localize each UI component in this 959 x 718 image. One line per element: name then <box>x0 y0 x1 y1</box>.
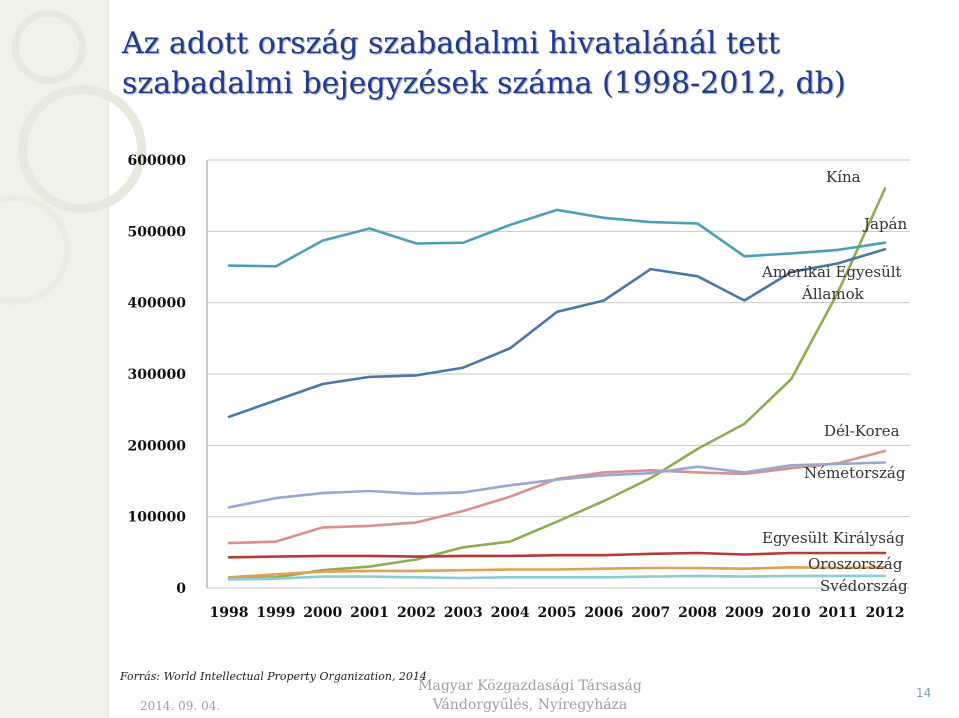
y-tick-label: 400000 <box>128 296 187 312</box>
x-tick-label: 2007 <box>631 605 670 621</box>
chart-series-labels: Kína Japán Amerikai Egyesült Államok Dél-Kor… <box>761 168 908 595</box>
series-label: Oroszország <box>808 555 903 573</box>
slide-title: Az adott ország szabadalmi hivatalánál t… <box>122 24 942 104</box>
x-tick-label: 2005 <box>538 605 577 621</box>
series-line <box>227 565 887 579</box>
y-tick-label: 500000 <box>128 224 187 240</box>
x-tick-label: 2000 <box>303 605 342 621</box>
chart-gridlines <box>207 159 910 589</box>
source-note: Forrás: World Intellectual Property Orga… <box>120 670 427 683</box>
society-name: Magyar Közgazdasági Társaság <box>418 678 642 694</box>
x-tick-label: 1998 <box>210 605 249 621</box>
x-tick-label: 2002 <box>397 605 436 621</box>
y-tick-label: 300000 <box>128 367 187 383</box>
series-label: Egyesült Királyság <box>762 529 905 547</box>
slide-title-line: szabadalmi bejegyzések száma (1998-2012,… <box>122 66 846 101</box>
event-name: Vándorgyűlés, Nyíregyháza <box>432 697 628 713</box>
chart-series <box>227 187 887 581</box>
series-line <box>227 461 887 509</box>
series-line <box>227 208 887 268</box>
page-number: 14 <box>916 686 932 700</box>
series-label: Dél-Korea <box>824 422 900 440</box>
series-label: Japán <box>862 215 908 233</box>
x-tick-label: 2004 <box>491 605 530 621</box>
x-axis: 1998 1999 2000 2001 2002 2003 2004 2005 2006 2007… <box>210 605 905 621</box>
x-tick-label: 2008 <box>678 605 717 621</box>
x-tick-label: 2003 <box>444 605 483 621</box>
series-line <box>227 247 887 419</box>
y-axis: 0 100000 200000 300000 400000 500000 600000 <box>128 153 208 597</box>
slide-title-line: Az adott ország szabadalmi hivatalánál t… <box>122 26 780 61</box>
x-tick-label: 2006 <box>584 605 623 621</box>
series-line <box>227 574 887 581</box>
x-tick-label: 2011 <box>819 605 858 621</box>
y-tick-label: 100000 <box>128 510 187 526</box>
series-line <box>227 551 887 559</box>
x-tick-label: 2012 <box>866 605 905 621</box>
x-tick-label: 1999 <box>256 605 295 621</box>
series-label: Svédország <box>820 577 908 595</box>
x-tick-label: 2001 <box>350 605 389 621</box>
x-tick-label: 2010 <box>772 605 811 621</box>
x-tick-label: 2009 <box>725 605 764 621</box>
series-label: Amerikai Egyesült Államok <box>761 263 902 303</box>
series-label: Kína <box>826 168 861 186</box>
series-line <box>227 187 887 581</box>
society-footer: Magyar Közgazdasági Társaság Vándorgyűlé… <box>400 677 660 715</box>
y-tick-label: 0 <box>176 581 186 597</box>
decorative-ring <box>18 85 146 213</box>
series-label: Németország <box>804 464 906 482</box>
y-tick-label: 200000 <box>128 438 187 454</box>
decorative-ring <box>12 10 86 84</box>
slide-date: 2014. 09. 04. <box>140 699 221 713</box>
y-tick-label: 600000 <box>128 153 187 169</box>
